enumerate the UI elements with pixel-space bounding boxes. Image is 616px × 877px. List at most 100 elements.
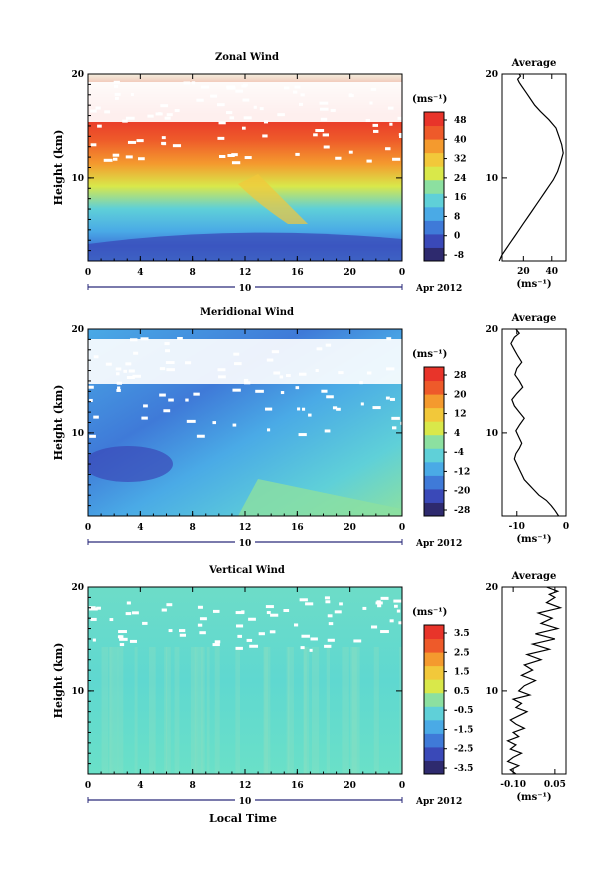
meridional-colorbar-tick: -20 — [454, 487, 470, 497]
vertical-colorbar-tick: 3.5 — [454, 629, 470, 639]
zonal-profile-xtick: 40 — [546, 267, 559, 277]
vertical-month-label: Apr 2012 — [415, 797, 462, 807]
zonal-colorbar-tick: 48 — [454, 116, 467, 126]
zonal-low-band — [88, 232, 402, 261]
zonal-profile-xlabel: (ms⁻¹) — [516, 279, 551, 290]
meridional-profile-frame — [501, 328, 567, 517]
meridional-colorbar-tick: -12 — [454, 467, 470, 477]
vertical-field — [88, 587, 402, 774]
vertical-colorbar-segment — [424, 746, 444, 761]
zonal-xtick-label: 16 — [291, 268, 304, 278]
vertical-colorbar-segment — [424, 733, 444, 748]
zonal-xtick-label: 0 — [399, 268, 405, 278]
zonal-colorbar-tick: 0 — [454, 232, 460, 242]
vertical-heatmap — [88, 587, 402, 774]
zonal-xtick-label: 20 — [343, 268, 356, 278]
zonal-colorbar-segment — [424, 152, 444, 167]
meridional-colorbar-segment — [424, 448, 444, 463]
zonal-ylabel: Height (km) — [52, 130, 65, 206]
zonal-month-label: Apr 2012 — [415, 284, 462, 294]
vertical-xtick-label: 20 — [343, 781, 356, 791]
meridional-colorbar-segment — [424, 421, 444, 436]
zonal-colorbar-tick: 24 — [454, 174, 467, 184]
vertical-colorbar-tick: 1.5 — [454, 668, 470, 678]
meridional-colorbar-segment — [424, 434, 444, 449]
vertical-xtick-label: 0 — [85, 781, 91, 791]
meridional-colorbar-segment — [424, 502, 444, 517]
meridional-colorbar-segment — [424, 407, 444, 422]
vertical-xtick-label: 12 — [239, 781, 252, 791]
meridional-colorbar-segment — [424, 475, 444, 490]
zonal-colorbar-segment — [424, 125, 444, 140]
zonal-day-label: 10 — [239, 284, 252, 294]
vertical-colorbar — [423, 624, 445, 775]
meridional-profile-ytick: 20 — [485, 325, 498, 335]
zonal-panel: Zonal Wind 0 4 8 12 16 20 0 10 20 Height (km) 10 Apr… — [52, 52, 567, 294]
zonal-colorbar-unit: (ms⁻¹) — [412, 94, 447, 105]
zonal-colorbar-segment — [424, 193, 444, 208]
zonal-colorbar-tick: 40 — [454, 135, 467, 145]
vertical-colorbar-segment — [424, 638, 444, 653]
zonal-colorbar-tick: -8 — [454, 251, 464, 261]
meridional-month-label: Apr 2012 — [415, 539, 462, 549]
xlabel: Local Time — [209, 812, 277, 825]
zonal-profile-xtick: 20 — [517, 267, 530, 277]
meridional-colorbar-segment — [424, 394, 444, 409]
meridional-profile-line — [510, 328, 560, 517]
vertical-colorbar-segment — [424, 665, 444, 680]
meridional-title: Meridional Wind — [200, 307, 294, 318]
zonal-colorbar-segment — [424, 166, 444, 181]
zonal-xtick-label: 12 — [239, 268, 252, 278]
meridional-xtick-label: 16 — [291, 523, 304, 533]
zonal-ytick-label: 10 — [71, 174, 84, 184]
zonal-colorbar — [423, 111, 445, 262]
vertical-colorbar-tick: -1.5 — [454, 725, 473, 735]
vertical-ylabel: Height (km) — [52, 643, 65, 719]
zonal-ytick-label: 20 — [71, 70, 84, 80]
meridional-xtick-label: 20 — [343, 523, 356, 533]
meridional-green-patch — [238, 479, 402, 516]
zonal-colorbar-segment — [424, 112, 444, 127]
meridional-heatmap — [88, 329, 402, 516]
zonal-profile-ytick: 10 — [485, 174, 498, 184]
vertical-colorbar-tick: -2.5 — [454, 745, 473, 755]
meridional-colorbar-unit: (ms⁻¹) — [412, 349, 447, 360]
zonal-title: Zonal Wind — [215, 52, 279, 63]
vertical-title: Vertical Wind — [208, 565, 285, 576]
meridional-xtick-label: 12 — [239, 523, 252, 533]
meridional-colorbar-segment — [424, 488, 444, 503]
meridional-ytick-label: 10 — [71, 429, 84, 439]
zonal-colorbar-segment — [424, 206, 444, 221]
vertical-xtick-label: 0 — [399, 781, 405, 791]
vertical-colorbar-tick: 2.5 — [454, 648, 470, 658]
zonal-colorbar-tick: 8 — [454, 212, 460, 222]
meridional-dark-patch — [88, 446, 173, 482]
vertical-colorbar-segment — [424, 679, 444, 694]
meridional-colorbar-tick: 28 — [454, 371, 467, 381]
meridional-colorbar-tick: -4 — [454, 448, 464, 458]
zonal-colorbar-segment — [424, 233, 444, 248]
vertical-colorbar-segment — [424, 692, 444, 707]
meridional-profile-xtick: -10 — [509, 522, 525, 532]
vertical-colorbar-segment — [424, 719, 444, 734]
vertical-profile-line — [506, 586, 563, 775]
meridional-xtick-label: 0 — [85, 523, 91, 533]
meridional-colorbar-segment — [424, 461, 444, 476]
zonal-colorbar-tick: 32 — [454, 155, 467, 165]
zonal-profile-frame — [501, 73, 567, 262]
vertical-panel: Vertical Wind 0 4 8 12 16 20 0 10 20 Height (km) 10… — [52, 565, 567, 807]
zonal-xtick-label: 8 — [190, 268, 196, 278]
zonal-profile-line — [498, 73, 564, 262]
zonal-no-data-region — [88, 82, 402, 122]
zonal-colorbar-segment — [424, 220, 444, 235]
vertical-colorbar-tick: -3.5 — [454, 764, 473, 774]
meridional-xtick-label: 8 — [190, 523, 196, 533]
meridional-profile-xtick: 0 — [563, 522, 569, 532]
meridional-colorbar-tick: -28 — [454, 506, 470, 516]
meridional-ylabel: Height (km) — [52, 385, 65, 461]
vertical-xtick-label: 16 — [291, 781, 304, 791]
vertical-profile-title: Average — [511, 571, 557, 582]
meridional-xtick-label: 0 — [399, 523, 405, 533]
zonal-colorbar-segment — [424, 179, 444, 194]
